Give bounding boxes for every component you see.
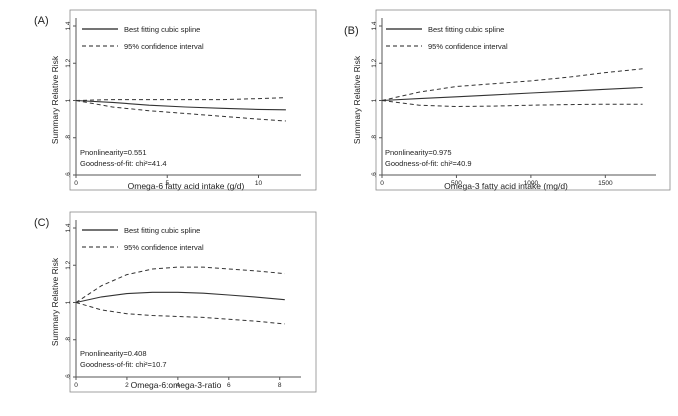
- y-tick-label: .8: [371, 135, 378, 141]
- panel-label: (A): [34, 15, 49, 27]
- y-tick-label: 1: [65, 98, 72, 102]
- x-tick-label: 0: [380, 180, 384, 187]
- y-tick-label: .8: [65, 337, 72, 343]
- x-axis-title: Omega-3 fatty acid intake (mg/d): [444, 181, 568, 191]
- x-tick-label: 1500: [598, 180, 613, 187]
- y-tick-label: 1: [371, 98, 378, 102]
- x-tick-label: 0: [74, 180, 78, 187]
- spline-line: [75, 291, 285, 304]
- x-tick-label: 2: [125, 382, 129, 389]
- panel-b: (B) .6 .8 1 1.2 1.4 0 500 1000 1500 Summary Relati…: [344, 18, 656, 191]
- panel-c-frame: [69, 211, 317, 393]
- x-tick-label: 8: [278, 382, 282, 389]
- p-nonlinearity-text: Pnonlinearity=0.408: [80, 349, 147, 358]
- panel-label: (B): [344, 25, 359, 37]
- legend-label-spline: Best fitting cubic spline: [428, 25, 504, 34]
- x-tick-label: 1000: [524, 180, 539, 187]
- panel-b-frame: [375, 9, 671, 191]
- y-tick-label: .6: [65, 172, 72, 178]
- x-tick-label: 4: [176, 382, 180, 389]
- x-tick-label: 5: [165, 180, 169, 187]
- y-tick-label: 1.4: [65, 223, 72, 232]
- x-tick-label: 0: [74, 382, 78, 389]
- ci-upper-line: [381, 68, 643, 101]
- legend-label-ci: 95% confidence interval: [428, 42, 508, 51]
- y-tick-label: 1.2: [65, 260, 72, 269]
- y-tick-label: 1.2: [371, 58, 378, 67]
- x-axis-title: Omega-6:omega-3-ratio: [131, 380, 222, 390]
- y-tick-label: .8: [65, 135, 72, 141]
- ci-upper-line: [75, 97, 286, 101]
- x-tick-label: 6: [227, 382, 231, 389]
- legend-label-ci: 95% confidence interval: [124, 243, 204, 252]
- goodness-of-fit-text: Goodness-of-fit: chi²=40.9: [385, 159, 472, 168]
- spline-line: [381, 86, 643, 102]
- y-tick-label: .6: [65, 374, 72, 380]
- ci-upper-line: [75, 266, 285, 303]
- y-tick-label: .6: [371, 172, 378, 178]
- x-tick-label: 500: [451, 180, 462, 187]
- legend-label-spline: Best fitting cubic spline: [124, 25, 200, 34]
- y-axis-title: Summary Relative Risk: [50, 55, 60, 144]
- y-tick-label: 1.2: [65, 58, 72, 67]
- panel-a: (A) .6 .8 1 1.2 1.4 0 5 10 Summary Relative Risk O…: [34, 15, 301, 191]
- goodness-of-fit-text: Goodness-of-fit: chi²=10.7: [80, 360, 167, 369]
- panel-label: (C): [34, 217, 49, 229]
- y-axis-title: Summary Relative Risk: [50, 257, 60, 346]
- y-axis-title: Summary Relative Risk: [352, 55, 362, 144]
- y-tick-label: 1: [65, 300, 72, 304]
- ci-lower-line: [75, 100, 286, 122]
- x-axis-title: Omega-6 fatty acid intake (g/d): [128, 181, 245, 191]
- panel-a-frame: [69, 9, 317, 191]
- panel-c: (C) .6 .8 1 1.2 1.4 0 2 4 6 8 Summary Relative Risk…: [34, 217, 301, 390]
- p-nonlinearity-text: Pnonlinearity=0.975: [385, 148, 452, 157]
- legend-label-ci: 95% confidence interval: [124, 42, 204, 51]
- legend-label-spline: Best fitting cubic spline: [124, 226, 200, 235]
- ci-lower-line: [75, 302, 285, 325]
- x-tick-label: 10: [255, 180, 263, 187]
- goodness-of-fit-text: Goodness-of-fit: chi²=41.4: [80, 159, 167, 168]
- spline-line: [75, 99, 286, 111]
- y-tick-label: 1.4: [371, 21, 378, 30]
- p-nonlinearity-text: Pnonlinearity=0.551: [80, 148, 147, 157]
- ci-lower-line: [381, 100, 643, 108]
- y-tick-label: 1.4: [65, 21, 72, 30]
